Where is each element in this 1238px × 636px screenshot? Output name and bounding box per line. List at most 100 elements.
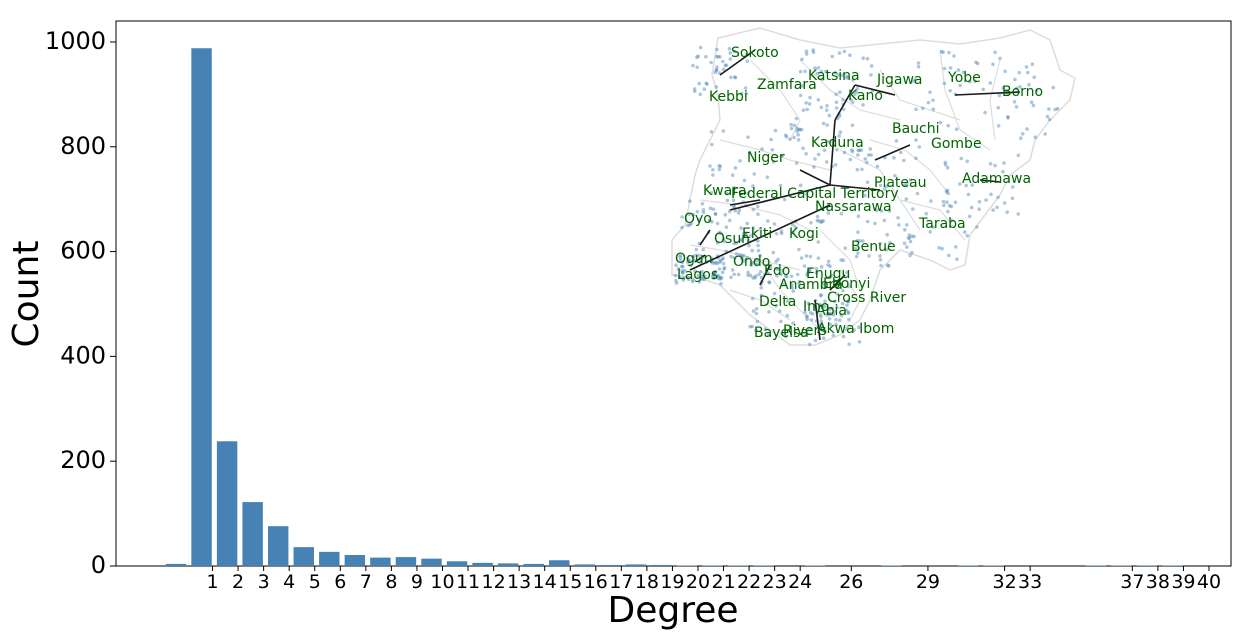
map-node	[827, 307, 832, 311]
x-tick-label: 19	[660, 571, 684, 593]
map-node	[733, 75, 738, 80]
map-node	[945, 188, 950, 193]
state-label-cross-river: Cross River	[827, 290, 906, 306]
map-node	[750, 324, 755, 329]
map-node	[834, 317, 838, 322]
map-node	[751, 276, 755, 280]
map-node	[791, 230, 796, 235]
map-node	[878, 258, 883, 262]
map-node	[797, 281, 801, 286]
map-node	[722, 266, 727, 270]
map-node	[687, 212, 692, 217]
state-label-kebbi: Kebbi	[709, 89, 748, 105]
map-node	[818, 294, 823, 298]
map-node	[791, 321, 795, 325]
map-node	[725, 198, 730, 203]
map-node	[816, 152, 821, 157]
map-node	[893, 173, 897, 178]
x-tick-label: 16	[584, 571, 608, 593]
map-node	[931, 225, 936, 229]
bar-31	[1162, 565, 1183, 566]
map-node	[765, 175, 770, 179]
map-node	[745, 255, 749, 260]
map-node	[854, 254, 859, 259]
map-node	[738, 159, 742, 163]
map-node	[808, 267, 812, 272]
map-edge	[979, 179, 1001, 183]
map-node	[908, 239, 913, 244]
map-node	[857, 148, 862, 152]
map-node	[955, 257, 959, 262]
map-node	[685, 223, 690, 228]
map-node	[931, 98, 935, 102]
map-node	[988, 81, 993, 85]
state-label-akwa-ibom: Akwa Ibom	[817, 321, 894, 337]
map-node	[724, 225, 729, 229]
map-node	[701, 208, 706, 212]
map-node	[719, 281, 723, 286]
map-node	[887, 264, 891, 268]
map-node	[700, 272, 704, 277]
map-edge	[854, 84, 896, 96]
map-node	[681, 276, 686, 280]
map-edge	[814, 299, 821, 341]
map-node	[943, 162, 948, 167]
map-node	[831, 313, 836, 317]
map-node	[984, 198, 988, 202]
map-node	[712, 271, 717, 276]
map-node	[968, 79, 972, 84]
map-node	[721, 59, 725, 64]
map-node	[697, 280, 701, 284]
map-node	[841, 258, 846, 263]
map-node	[750, 248, 754, 253]
map-node	[673, 273, 678, 278]
map-node	[839, 313, 844, 318]
map-node	[698, 45, 703, 50]
x-tick-label: 21	[711, 571, 735, 593]
map-node	[711, 276, 716, 281]
map-node	[693, 89, 697, 94]
map-node	[708, 164, 712, 168]
map-node	[773, 128, 778, 133]
map-node	[714, 68, 719, 73]
map-node	[758, 270, 763, 274]
map-node	[969, 205, 974, 210]
map-node	[826, 259, 831, 264]
map-node	[696, 54, 700, 58]
map-node	[695, 55, 699, 59]
map-node	[715, 221, 720, 226]
map-node	[701, 247, 705, 252]
map-node	[798, 127, 802, 132]
map-node	[903, 183, 907, 187]
map-node	[995, 205, 999, 210]
map-node	[949, 204, 954, 209]
map-node	[794, 116, 799, 121]
map-node	[804, 192, 809, 196]
x-tick-label: 17	[609, 571, 633, 593]
map-node	[700, 275, 704, 279]
map-node	[806, 270, 810, 274]
map-node	[784, 334, 788, 339]
map-node	[681, 271, 685, 275]
state-label-niger: Niger	[747, 150, 785, 166]
bar-16	[574, 564, 596, 566]
map-node	[730, 173, 735, 177]
map-node	[888, 240, 892, 245]
map-node	[757, 259, 761, 264]
map-node	[811, 50, 816, 54]
map-node	[846, 299, 851, 304]
map-node	[771, 250, 776, 255]
map-node	[846, 311, 851, 316]
y-tick-label: 400	[60, 341, 106, 369]
state-label-abia: Abia	[816, 303, 847, 319]
map-node	[719, 276, 724, 280]
map-node	[702, 277, 706, 282]
map-node	[1019, 136, 1023, 140]
map-node	[967, 214, 972, 219]
x-tick-label: 11	[456, 571, 480, 593]
map-node	[840, 73, 845, 78]
map-node	[825, 123, 829, 127]
map-node	[865, 180, 870, 184]
bar-28	[1085, 565, 1107, 566]
map-node	[742, 231, 746, 236]
